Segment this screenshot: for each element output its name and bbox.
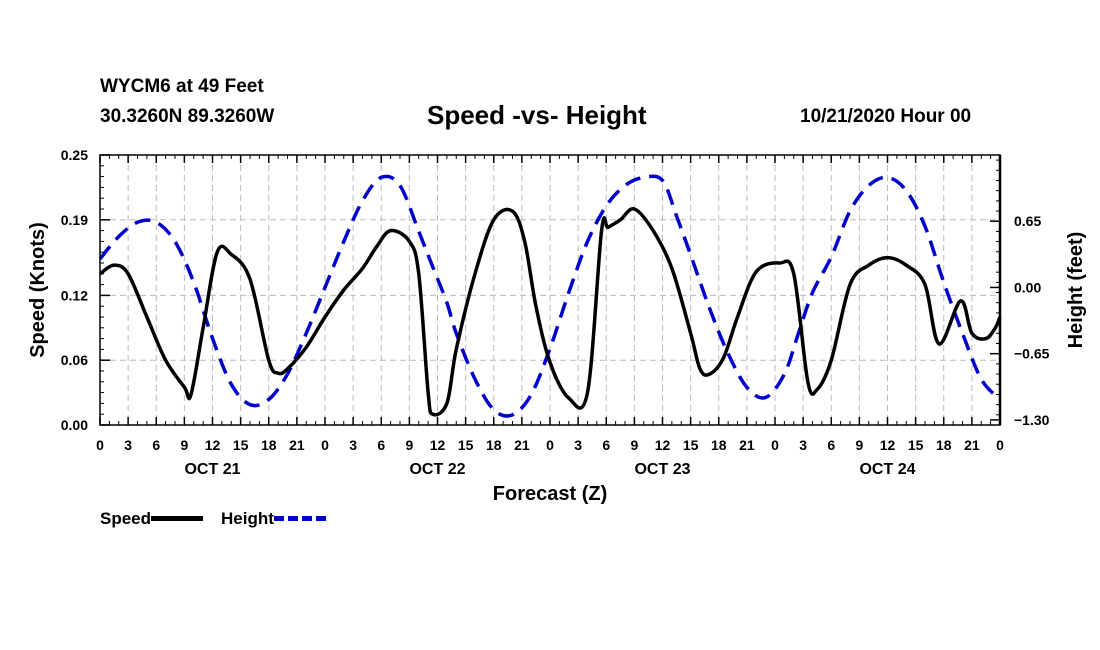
forecast-run-label: 10/21/2020 Hour 00 [800,106,972,127]
y-tick-label-left: 0.25 [61,147,88,163]
x-tick-label: 21 [289,437,305,453]
x-tick-label: 3 [799,437,807,453]
x-tick-label: 9 [855,437,863,453]
y-tick-label-right: −0.65 [1014,346,1050,362]
x-tick-label: 3 [124,437,132,453]
x-tick-label: 3 [349,437,357,453]
x-tick-label: 3 [574,437,582,453]
x-tick-label: 15 [683,437,699,453]
speed-series-line [98,207,1002,417]
y-tick-label-right: 0.65 [1014,213,1041,229]
x-tick-label: 12 [880,437,896,453]
x-tick-label: 21 [514,437,530,453]
x-tick-label: 15 [458,437,474,453]
x-tick-label: 18 [711,437,727,453]
y-tick-label-left: 0.19 [61,212,88,228]
axes: 0 3 6 9 12 15 18 21 0 3 6 9 12 15 18 21 0 3 6 9 12 15 18 21 0 3 6 9… [61,147,1050,478]
y-tick-label-left: 0.12 [61,287,88,303]
x-tick-label: 0 [96,437,104,453]
y-tick-label-right: −1.30 [1014,412,1050,428]
x-axis-label: Forecast (Z) [493,483,607,505]
x-tick-label: 0 [546,437,554,453]
y-tick-label-left: 0.00 [61,417,88,433]
x-tick-label: 9 [630,437,638,453]
series-layer [98,174,1002,418]
y-tick-label-left: 0.06 [61,352,88,368]
height-series-line [98,174,1002,418]
x-tick-label: 12 [430,437,446,453]
x-tick-label: 9 [405,437,413,453]
x-tick-label: 21 [739,437,755,453]
x-tick-label: 6 [377,437,385,453]
y-axis-right-label: Height (feet) [1065,232,1087,349]
coordinates-label: 30.3260N 89.3260W [100,106,275,127]
x-tick-label: 12 [655,437,671,453]
x-tick-label: 9 [180,437,188,453]
legend-speed-swatch [151,516,204,522]
station-label: WYCM6 at 49 Feet [100,76,264,97]
x-tick-label: 0 [321,437,329,453]
x-tick-label: 18 [486,437,502,453]
legend: Speed Height [100,508,326,529]
date-label: OCT 22 [409,461,465,478]
legend-height-swatch [273,516,326,522]
x-tick-label: 18 [936,437,952,453]
x-tick-label: 15 [908,437,924,453]
x-tick-label: 0 [771,437,779,453]
x-tick-label: 12 [205,437,221,453]
chart-title: Speed -vs- Height [427,100,647,130]
x-tick-label: 21 [964,437,980,453]
legend-speed-label: Speed [100,508,152,528]
x-tick-label: 15 [233,437,249,453]
x-tick-label: 0 [996,437,1004,453]
y-tick-label-right: 0.00 [1014,279,1041,295]
date-label: OCT 24 [859,461,915,478]
x-tick-label: 6 [602,437,610,453]
x-tick-label: 6 [152,437,160,453]
x-tick-label: 6 [827,437,835,453]
legend-height-label: Height [221,508,274,528]
x-tick-label: 18 [261,437,277,453]
grid [100,155,1000,425]
date-label: OCT 21 [184,461,240,478]
y-axis-left-label: Speed (Knots) [27,222,49,358]
date-label: OCT 23 [634,461,690,478]
